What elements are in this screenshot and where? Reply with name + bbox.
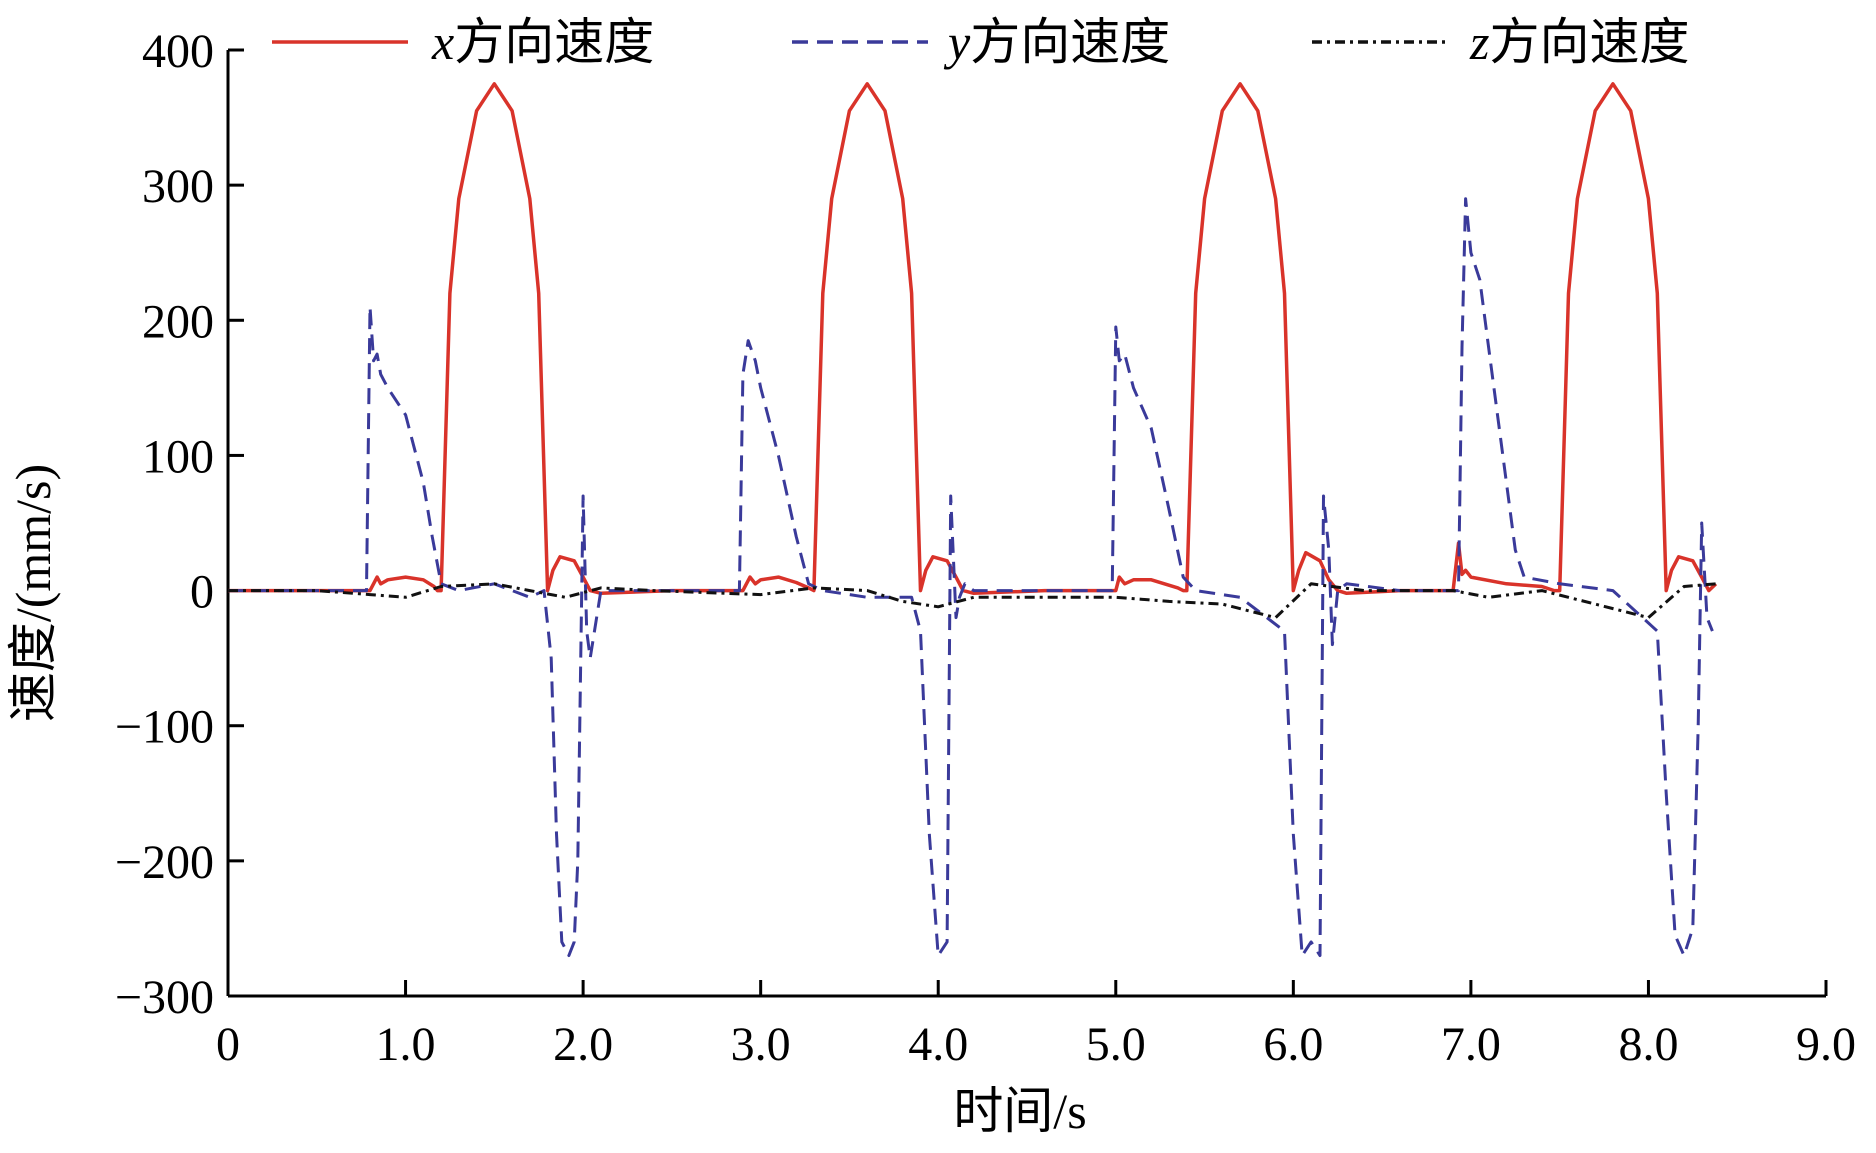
legend-label: x方向速度 [431, 14, 654, 70]
y-tick-label: 200 [142, 295, 214, 348]
y-tick-label: −200 [115, 836, 214, 889]
x-tick-label: 5.0 [1086, 1018, 1146, 1071]
x-axis-title: 时间/s [953, 1083, 1086, 1139]
x-tick-label: 2.0 [553, 1018, 613, 1071]
series-line-z [228, 582, 1717, 620]
legend-item-y: y方向速度 [792, 14, 1170, 70]
x-tick-label: 0 [216, 1018, 240, 1071]
y-tick-label: 400 [142, 25, 214, 78]
legend: x方向速度 y方向速度 z方向速度 [272, 14, 1689, 70]
series-line-x [228, 82, 1718, 596]
y-tick-label: 100 [142, 430, 214, 483]
series-group [228, 82, 1718, 957]
x-tick-label: 3.0 [731, 1018, 791, 1071]
x-tick-label: 8.0 [1618, 1018, 1678, 1071]
x-tick-label: 9.0 [1796, 1018, 1856, 1071]
y-tick-label: −300 [115, 971, 214, 1024]
y-tick-label: 0 [190, 566, 214, 619]
y-axis-title: 速度/(mm/s) [5, 464, 61, 722]
y-tick-label: −100 [115, 701, 214, 754]
legend-label: y方向速度 [943, 14, 1170, 70]
x-tick-label: 1.0 [376, 1018, 436, 1071]
legend-label: z方向速度 [1469, 14, 1689, 70]
x-tick-label: 7.0 [1441, 1018, 1501, 1071]
x-tick-label: 4.0 [908, 1018, 968, 1071]
legend-item-z: z方向速度 [1312, 14, 1689, 70]
y-tick-label: 300 [142, 160, 214, 213]
legend-item-x: x方向速度 [272, 14, 654, 70]
x-tick-label: 6.0 [1263, 1018, 1323, 1071]
